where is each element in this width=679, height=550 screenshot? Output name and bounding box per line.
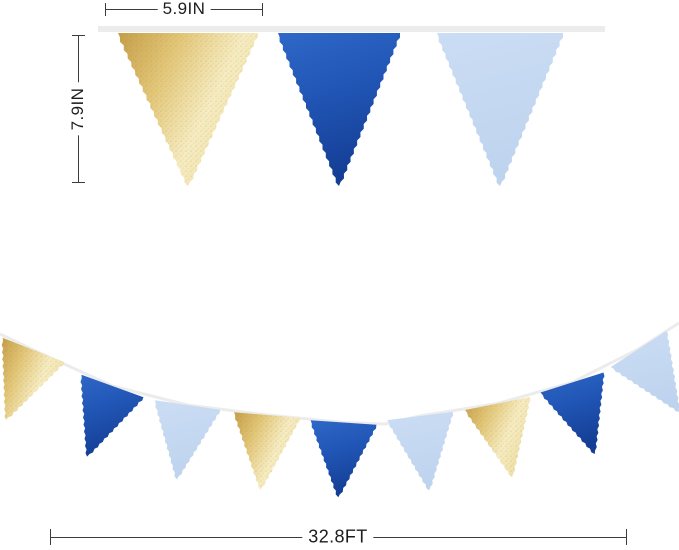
- pennant-flag-blue-bottom-7: [540, 372, 605, 454]
- pennant-flag-blue-top-1: [278, 33, 400, 186]
- height-dimension-tick-top: [72, 35, 85, 36]
- width-dimension-tick-right: [262, 3, 263, 16]
- pennant-flag-blue-bottom-1: [80, 374, 144, 457]
- gold-sparkle-texture: [465, 397, 531, 477]
- flag-width-label: 5.9IN: [157, 0, 211, 19]
- width-dimension-tick-left: [105, 3, 106, 16]
- banner-length-label: 32.8FT: [302, 526, 374, 548]
- height-dimension-tick-bottom: [72, 182, 85, 183]
- pennant-flag-light-blue-bottom-8: [610, 331, 679, 412]
- pennant-flag-light-blue-bottom-2: [154, 400, 221, 480]
- length-dimension-tick-right: [626, 529, 627, 545]
- banner-string: [0, 321, 679, 426]
- length-dimension-tick-left: [50, 529, 51, 545]
- pennant-flag-blue-bottom-4: [310, 420, 377, 498]
- gold-sparkle-texture: [1, 337, 65, 420]
- banner-ribbon-strip: [98, 26, 605, 32]
- flag-height-label: 7.9IN: [68, 82, 88, 136]
- gold-sparkle-texture: [234, 412, 300, 490]
- pennant-flag-light-blue-bottom-5: [387, 411, 454, 491]
- pennant-flag-light-blue-top-2: [437, 33, 563, 186]
- gold-sparkle-texture: [118, 33, 258, 186]
